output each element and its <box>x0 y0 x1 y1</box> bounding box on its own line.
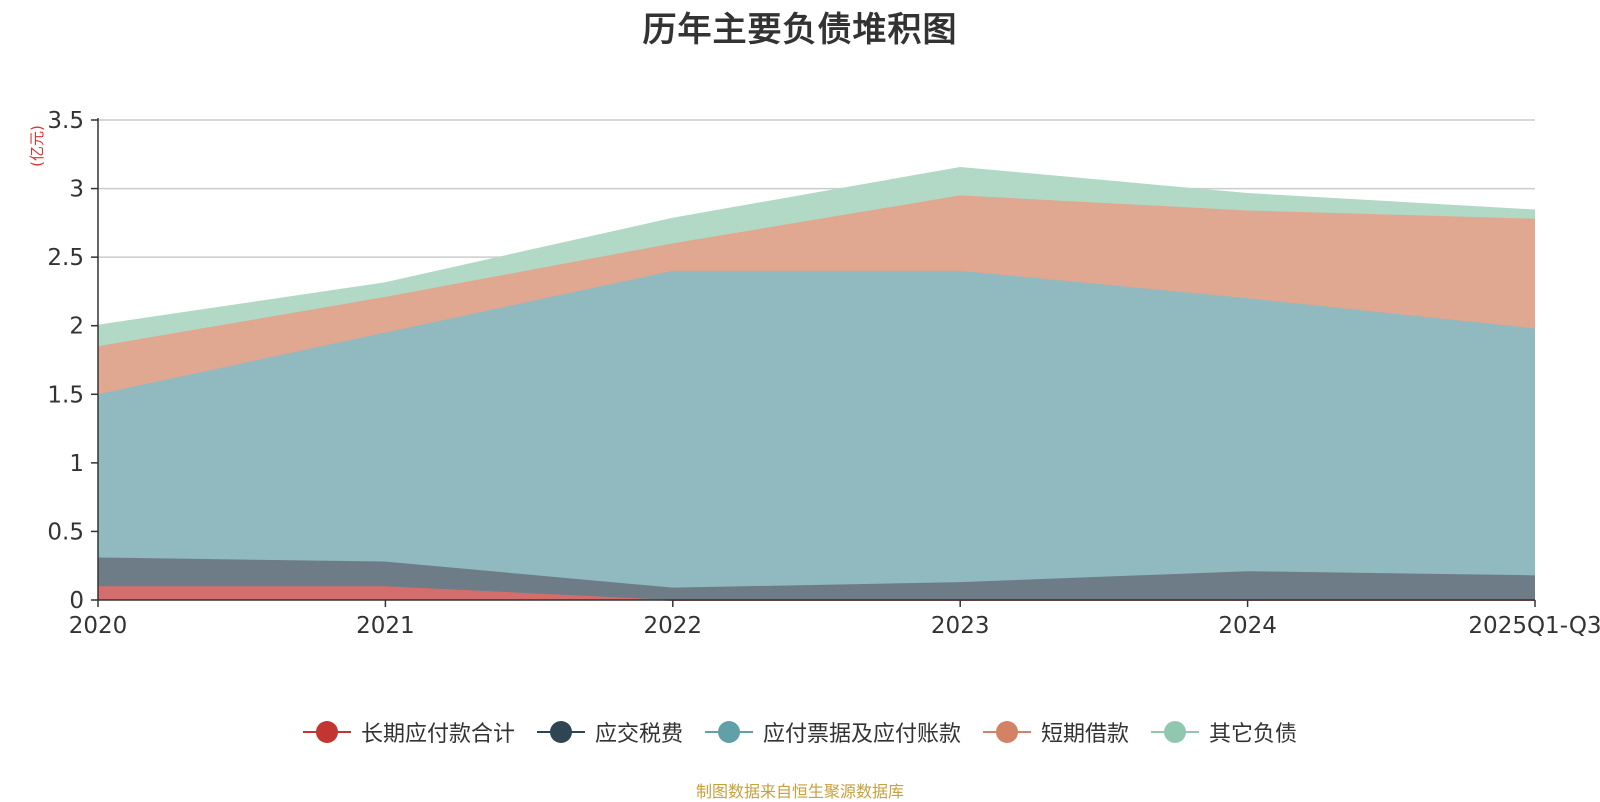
y-axis-label: (亿元) <box>28 125 46 167</box>
x-tick-label: 2020 <box>69 613 128 639</box>
area-series-4 <box>98 195 1535 395</box>
source-note: 制图数据来自恒生聚源数据库 <box>695 782 904 801</box>
y-tick-label: 1 <box>69 451 84 477</box>
y-tick-label: 0.5 <box>47 519 84 545</box>
legend-marker-icon <box>1151 720 1200 744</box>
y-tick-label: 1.5 <box>47 382 84 408</box>
legend-item-1[interactable]: 长期应付款合计 <box>302 716 515 748</box>
legend-label: 短期借款 <box>1041 722 1130 747</box>
legend-marker-icon <box>704 720 753 744</box>
legend-marker-icon <box>983 720 1031 744</box>
legend-label: 应交税费 <box>594 722 683 747</box>
area-series-3 <box>98 270 1535 588</box>
x-tick-label: 2023 <box>931 613 990 639</box>
area-series-2 <box>98 557 1535 600</box>
legend-label: 其它负债 <box>1209 722 1298 747</box>
y-tick-label: 3.5 <box>47 108 84 134</box>
chart-title: 历年主要负债堆积图 <box>642 10 958 50</box>
area-series-5 <box>98 168 1535 347</box>
x-tick-label: 2025Q1-Q3 <box>1468 613 1600 639</box>
legend-item-5[interactable]: 其它负债 <box>1151 716 1297 748</box>
y-tick-label: 2.5 <box>47 245 84 271</box>
legend-label: 长期应付款合计 <box>360 722 515 747</box>
y-tick-label: 2 <box>69 314 84 340</box>
legend-label: 应付票据及应付账款 <box>762 722 961 747</box>
x-tick-label: 2024 <box>1218 613 1277 639</box>
axes: 0 0.5 1 1.5 2 2.5 3 3.5 2020 2021 2022 2023 2024 2025… <box>47 108 1600 639</box>
series-line-5 <box>97 166 1536 327</box>
area-series <box>97 166 1536 601</box>
y-tick-label: 0 <box>69 588 84 614</box>
legend-item-2[interactable]: 应交税费 <box>536 716 683 748</box>
x-tick-label: 2021 <box>356 613 415 639</box>
legend-item-4[interactable]: 短期借款 <box>983 716 1129 748</box>
y-tick-label: 3 <box>69 177 84 203</box>
legend-item-3[interactable]: 应付票据及应付账款 <box>704 716 961 748</box>
legend: 长期应付款合计 应交税费 应付票据及应付账款 短期借款 其它负债 <box>0 716 1600 748</box>
legend-marker-icon <box>536 720 585 744</box>
legend-marker-icon <box>302 720 351 744</box>
x-tick-label: 2022 <box>644 613 703 639</box>
